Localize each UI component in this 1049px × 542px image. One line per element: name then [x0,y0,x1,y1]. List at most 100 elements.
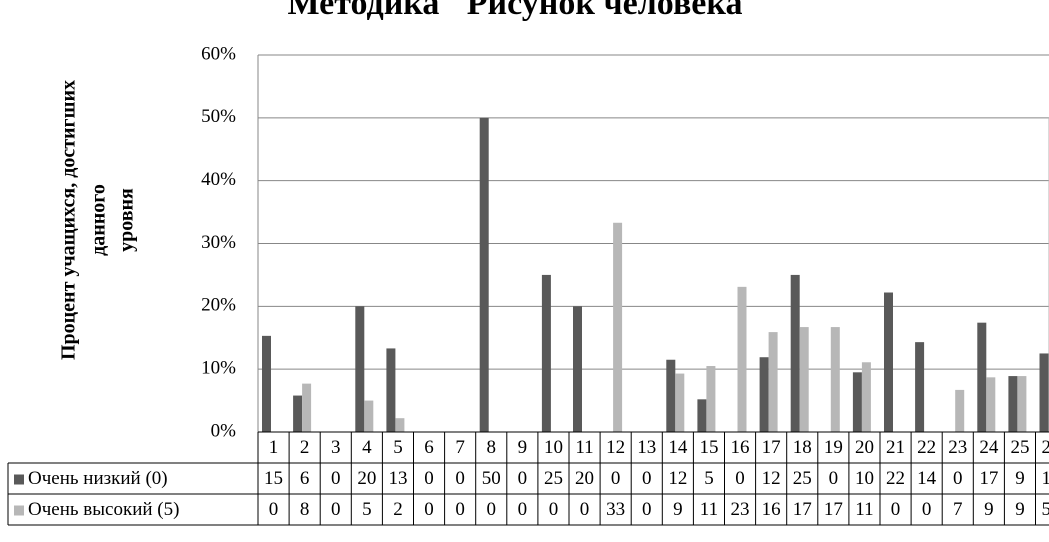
y-tick-label: 50% [201,106,236,127]
x-tick-label: 3 [331,437,341,458]
data-label: 50 [1042,499,1049,520]
data-label: 0 [518,499,528,520]
y-tick-label: 30% [201,232,236,253]
data-label: 20 [575,468,594,489]
data-label: 0 [331,499,341,520]
data-label: 0 [891,499,901,520]
x-tick-label: 13 [637,437,656,458]
data-label: 23 [731,499,750,520]
data-label: 0 [580,499,590,520]
bar [768,332,778,432]
data-label: 11 [700,499,718,520]
data-label: 0 [424,468,434,489]
bar [830,327,840,432]
legend-swatch [14,474,24,485]
x-tick-label: 6 [424,437,434,458]
x-tick-label: 23 [948,437,967,458]
data-label: 7 [953,499,963,520]
bar [573,306,582,432]
y-axis-title-line: уровня [116,188,138,252]
data-label: 11 [855,499,873,520]
x-tick-label: 12 [606,437,625,458]
data-label: 9 [673,499,683,520]
data-label: 12 [762,468,781,489]
y-tick-label: 0% [211,420,237,441]
data-label: 0 [331,468,341,489]
x-tick-label: 8 [487,437,497,458]
y-axis-title: Процент учащихся, достигших данного уров… [58,80,138,360]
x-tick-label: 19 [824,437,843,458]
data-label: 0 [829,468,839,489]
x-tick-label: 15 [699,437,718,458]
x-tick-label: 20 [855,437,874,458]
data-label: 8 [300,499,310,520]
legend-swatch [14,505,24,516]
data-label: 10 [855,468,874,489]
data-label: 17 [824,499,843,520]
bar [884,292,893,432]
x-tick-label: 9 [518,437,528,458]
data-label: 16 [762,499,781,520]
data-label: 17 [793,499,812,520]
y-axis-title-line: данного [88,184,110,256]
x-tick-label: 5 [393,437,403,458]
data-label: 0 [487,499,497,520]
bar [395,418,405,432]
bar [479,117,489,432]
x-tick-label: 2 [300,437,310,458]
data-label: 0 [611,468,621,489]
data-label: 6 [300,468,310,489]
bar [986,377,996,432]
bar [613,222,623,432]
bar [1039,353,1049,432]
x-tick-label: 4 [362,437,372,458]
y-tick-label: 20% [201,295,236,316]
data-label: 2 [393,499,403,520]
bar [915,342,925,432]
bar [799,327,809,432]
x-tick-label: 22 [917,437,936,458]
bar [737,286,747,432]
bar [861,362,871,432]
x-tick-label: 16 [731,437,750,458]
x-tick-label: 11 [575,437,593,458]
x-tick-label: 14 [668,437,688,458]
data-label: 0 [642,499,652,520]
bar [293,395,303,432]
data-label: 0 [518,468,528,489]
data-label: 9 [1015,499,1025,520]
data-label: 15 [264,468,283,489]
bar [675,373,685,432]
x-tick-label: 7 [455,437,465,458]
data-label: 20 [357,468,376,489]
x-tick-label: 26 [1042,437,1049,458]
data-label: 25 [793,468,812,489]
data-label: 0 [269,499,279,520]
data-label: 17 [979,468,998,489]
y-tick-label: 10% [201,358,236,379]
bar [1017,376,1027,432]
bar [302,383,312,432]
data-label: 0 [549,499,559,520]
data-label: 0 [455,468,465,489]
data-label: 50 [482,468,501,489]
data-label: 33 [606,499,625,520]
bar [262,335,271,432]
data-label: 5 [704,468,714,489]
legend-label: Очень высокий (5) [28,499,179,520]
data-label: 0 [424,499,434,520]
data-label: 13 [388,468,407,489]
bar [386,348,396,432]
data-label: 9 [984,499,994,520]
bar [706,366,716,432]
y-tick-label: 60% [201,43,236,64]
bar [852,372,862,432]
x-tick-label: 24 [979,437,999,458]
x-tick-label: 10 [544,437,563,458]
y-tick-label: 40% [201,169,236,190]
x-tick-label: 1 [269,437,279,458]
data-label: 0 [455,499,465,520]
bar [955,389,965,432]
